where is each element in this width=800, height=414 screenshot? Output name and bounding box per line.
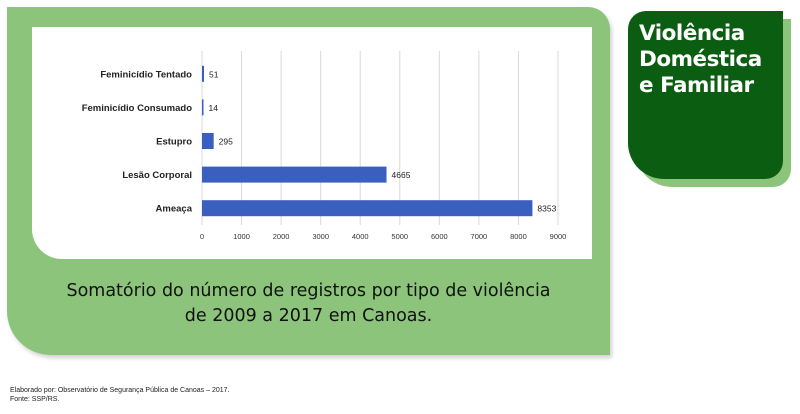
x-tick-label: 8000 xyxy=(510,232,527,241)
x-tick-label: 1000 xyxy=(233,232,250,241)
bar xyxy=(202,99,204,116)
category-label: Ameaça xyxy=(156,204,193,215)
x-tick-label: 3000 xyxy=(312,232,329,241)
data-label: 4665 xyxy=(392,170,411,180)
chart-caption: Somatório do número de registros por tip… xyxy=(27,279,590,329)
bar xyxy=(202,133,214,149)
chart-panel: 0 1000 2000 3000 4000 5000 6000 7000 8000 9000 Fem… xyxy=(7,7,610,355)
data-label: 295 xyxy=(219,137,233,147)
footer: Elaborado por: Observatório de Segurança… xyxy=(10,386,229,404)
bar xyxy=(202,65,205,82)
category-label: Estupro xyxy=(156,137,192,148)
category-label: Lesão Corporal xyxy=(122,170,192,181)
footer-credit: Elaborado por: Observatório de Segurança… xyxy=(10,387,230,394)
category-label: Feminicídio Consumado xyxy=(82,103,193,114)
topic-badge: Violência Doméstica e Familiar xyxy=(628,11,783,179)
caption-line-1: Somatório do número de registros por tip… xyxy=(66,281,551,301)
x-tick-label: 7000 xyxy=(471,232,488,241)
bar xyxy=(202,200,533,217)
chart-area: 0 1000 2000 3000 4000 5000 6000 7000 8000 9000 Fem… xyxy=(32,27,592,259)
x-tick-label: 9000 xyxy=(550,232,567,241)
caption-line-2: de 2009 a 2017 em Canoas. xyxy=(184,306,433,326)
x-tick-label: 6000 xyxy=(431,232,448,241)
data-label: 8353 xyxy=(537,204,556,214)
category-label: Feminicídio Tentado xyxy=(100,69,192,80)
bar xyxy=(202,166,387,183)
x-tick-label: 2000 xyxy=(273,232,290,241)
bar-chart: 0 1000 2000 3000 4000 5000 6000 7000 8000 9000 Fem… xyxy=(82,51,567,241)
data-label: 14 xyxy=(209,103,219,113)
badge-title-line-1: Violência xyxy=(639,21,745,46)
footer-source: Fonte: SSP/RS. xyxy=(10,396,60,403)
x-tick-label: 5000 xyxy=(391,232,408,241)
data-label: 51 xyxy=(209,69,219,79)
badge-title: Violência Doméstica e Familiar xyxy=(639,21,779,99)
x-tick-label: 0 xyxy=(200,232,204,241)
x-tick-label: 4000 xyxy=(352,232,369,241)
badge-title-line-2: Doméstica xyxy=(639,47,762,72)
badge-title-line-3: e Familiar xyxy=(639,73,754,98)
